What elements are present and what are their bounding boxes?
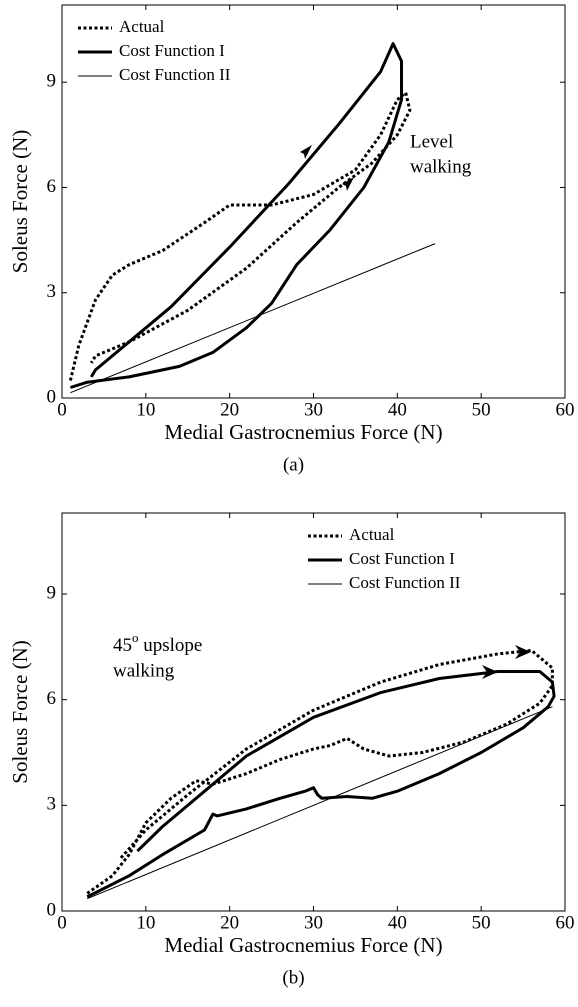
y-tick-label: 9 (47, 71, 57, 92)
x-tick-label: 30 (304, 912, 323, 933)
y-tick-label: 9 (47, 582, 57, 603)
series-line (70, 243, 436, 394)
caption: (b) (282, 967, 304, 988)
legend-label: Cost Function II (119, 65, 231, 84)
legend-label: Cost Function II (349, 573, 461, 592)
y-tick-label: 3 (47, 281, 57, 302)
x-tick-label: 0 (57, 399, 67, 420)
x-tick-label: 60 (556, 399, 575, 420)
legend-label: Cost Function I (349, 549, 455, 568)
plot-frame (61, 512, 566, 912)
series-line (86, 670, 556, 899)
series-line (69, 42, 403, 389)
arrow (300, 145, 312, 159)
annotation: Level (410, 131, 453, 152)
legend-label: Actual (119, 17, 165, 36)
x-tick-label: 10 (136, 399, 155, 420)
y-tick-label: 6 (47, 688, 57, 709)
x-tick-label: 50 (472, 912, 491, 933)
caption: (a) (283, 454, 304, 475)
annotation: walking (410, 156, 472, 177)
arrow (342, 177, 354, 191)
annotation-part: upslope (139, 635, 203, 656)
x-tick-label: 20 (220, 912, 239, 933)
x-tick-label: 30 (304, 399, 323, 420)
y-tick-label: 0 (47, 899, 57, 920)
annotation: walking (113, 660, 175, 681)
x-axis-label: Medial Gastrocnemius Force (N) (164, 933, 442, 957)
x-axis-label: Medial Gastrocnemius Force (N) (164, 420, 442, 444)
y-axis-label: Soleus Force (N) (8, 640, 32, 783)
x-tick-label: 40 (388, 912, 407, 933)
x-tick-label: 0 (57, 912, 67, 933)
annotation-part: 45 (113, 635, 132, 656)
x-tick-label: 40 (388, 399, 407, 420)
x-tick-label: 50 (472, 399, 491, 420)
x-tick-label: 60 (556, 912, 575, 933)
y-tick-label: 3 (47, 794, 57, 815)
series-line (86, 648, 554, 895)
y-tick-label: 6 (47, 176, 57, 197)
series-line (87, 706, 553, 900)
y-axis-label: Soleus Force (N) (8, 130, 32, 273)
legend-label: Cost Function I (119, 41, 225, 60)
annotation: 45o upslope (113, 630, 202, 656)
annotation-superscript: o (132, 630, 139, 645)
y-tick-label: 0 (47, 386, 57, 407)
x-tick-label: 20 (220, 399, 239, 420)
legend-label: Actual (349, 525, 395, 544)
x-tick-label: 10 (136, 912, 155, 933)
series-line (68, 91, 412, 381)
